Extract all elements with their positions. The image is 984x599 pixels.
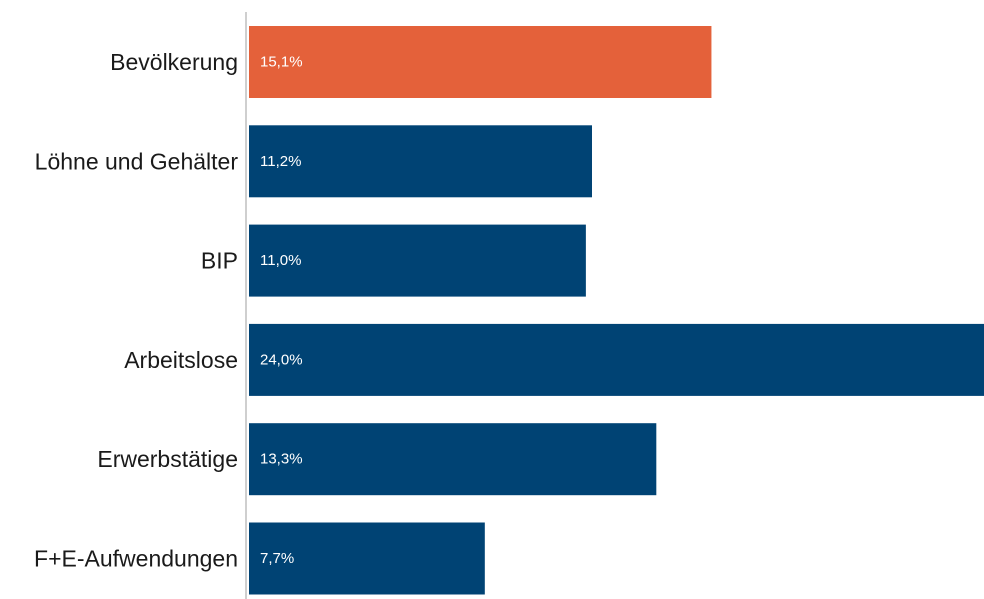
- value-label-1: 11,2%: [260, 153, 301, 170]
- value-label-3: 24,0%: [260, 351, 303, 368]
- bar-0: [249, 26, 712, 98]
- value-labels-group: 15,1% 11,2% 11,0% 24,0% 13,3% 7,7%: [260, 54, 303, 568]
- category-label-0: Bevölkerung: [110, 49, 238, 75]
- category-label-5: F+E-Aufwendungen: [34, 546, 238, 572]
- bar-5: [249, 522, 485, 595]
- bar-2: [249, 224, 586, 297]
- value-label-4: 13,3%: [260, 451, 303, 468]
- category-labels-group: Bevölkerung Löhne und Gehälter BIP Arbeitsl…: [34, 49, 238, 572]
- bars-group: [249, 26, 984, 595]
- value-label-5: 7,7%: [260, 550, 294, 567]
- value-label-0: 15,1%: [260, 54, 303, 71]
- category-label-3: Arbeitslose: [124, 347, 238, 373]
- category-label-4: Erwerbstätige: [97, 446, 238, 472]
- category-label-2: BIP: [201, 248, 238, 274]
- category-label-1: Löhne und Gehälter: [35, 148, 239, 174]
- bar-3: [249, 323, 984, 396]
- value-label-2: 11,0%: [260, 252, 301, 269]
- bar-4: [249, 423, 657, 496]
- bar-1: [249, 125, 592, 198]
